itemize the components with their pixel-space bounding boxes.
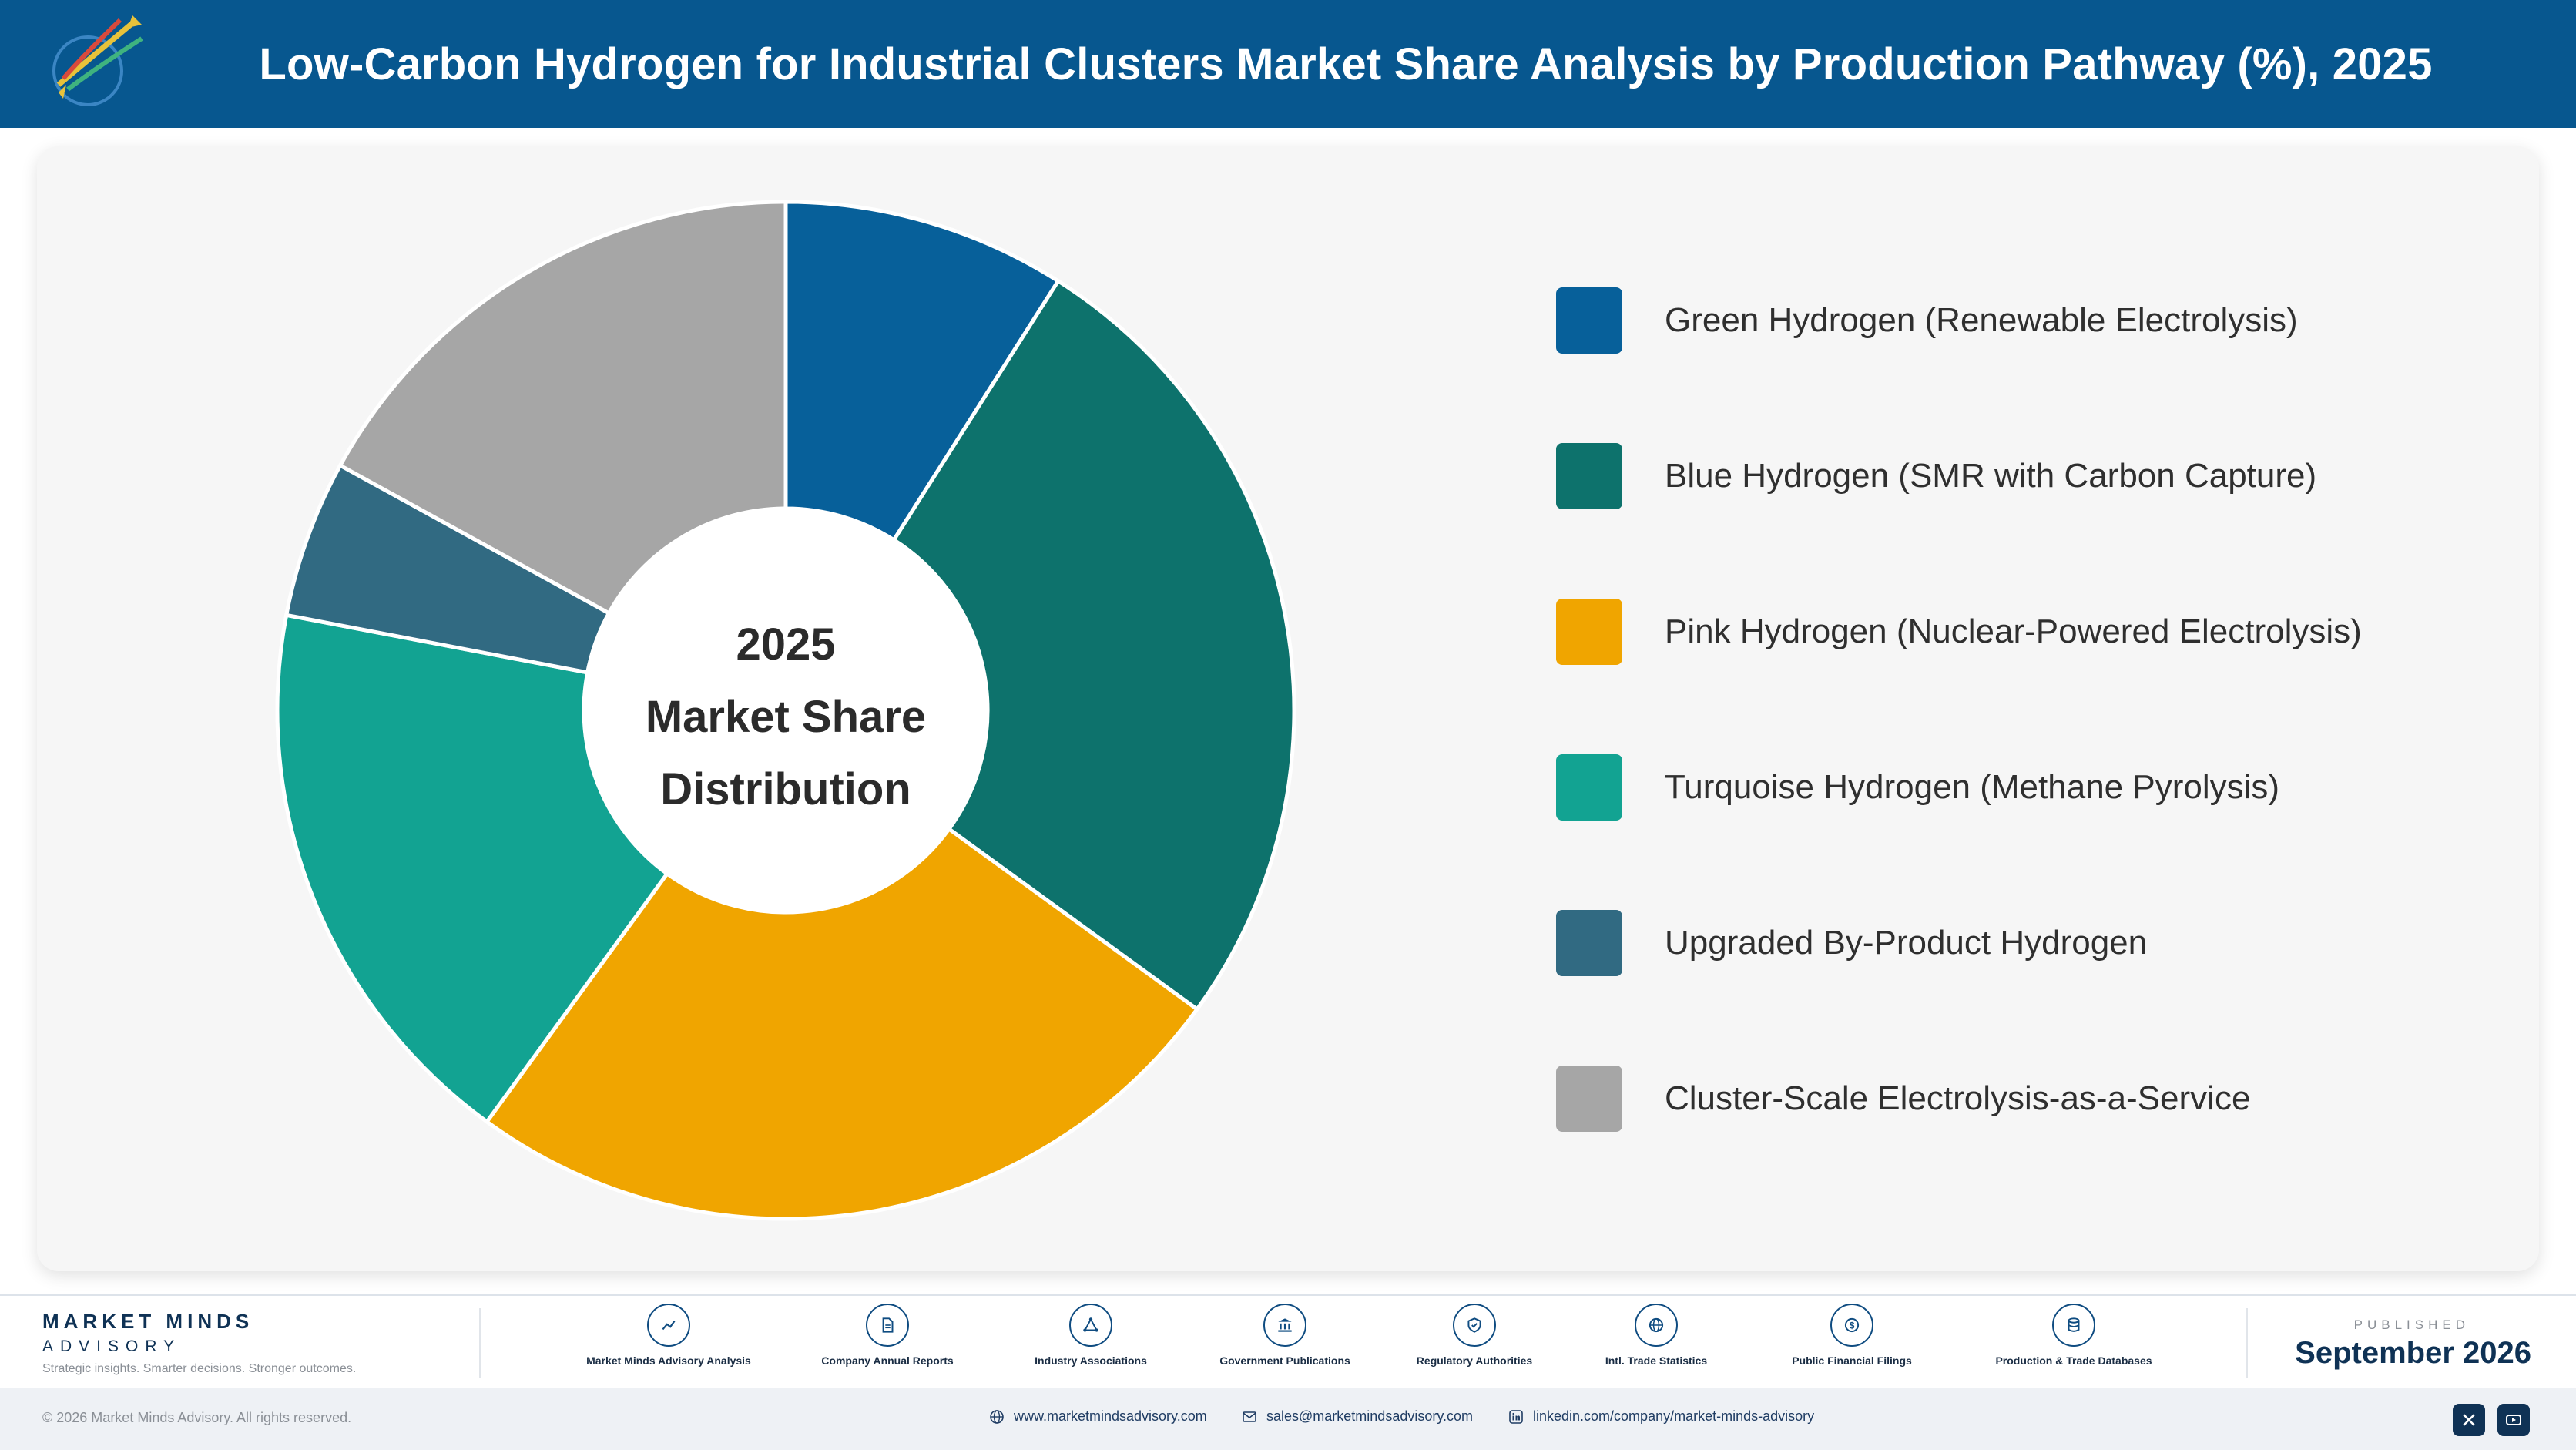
center-label-line3: Distribution (660, 764, 911, 814)
website-text: www.marketmindsadvisory.com (1014, 1408, 1207, 1424)
center-label-line2: Market Share (645, 692, 927, 742)
x-social-button[interactable] (2453, 1404, 2485, 1436)
source-label: Production & Trade Databases (1995, 1354, 2152, 1367)
header-bar: Low-Carbon Hydrogen for Industrial Clust… (0, 0, 2576, 128)
source-icon-badge (1263, 1304, 1306, 1347)
legend-swatch (1556, 754, 1622, 821)
shield-check-icon (1467, 1317, 1481, 1333)
source-item: Regulatory Authorities (1390, 1304, 1559, 1368)
source-label: Government Publications (1219, 1354, 1350, 1367)
government-building-icon (1278, 1318, 1292, 1332)
donut-center-label: 2025 Market Share Distribution (593, 609, 978, 826)
email-link[interactable]: sales@marketmindsadvisory.com (1242, 1408, 1473, 1425)
published-kicker: PUBLISHED (2353, 1317, 2470, 1332)
document-icon (882, 1317, 894, 1333)
linkedin-icon (1509, 1409, 1523, 1424)
footer: MARKET MINDS ADVISORY Strategic insights… (0, 1294, 2576, 1388)
source-label: Public Financial Filings (1792, 1354, 1912, 1367)
chart-line-icon (662, 1320, 676, 1331)
source-icon-badge (866, 1304, 909, 1347)
center-label-year: 2025 (736, 619, 836, 670)
company-logo-icon (52, 15, 143, 106)
chart-title: Low-Carbon Hydrogen for Industrial Clust… (259, 39, 2433, 89)
linkedin-text: linkedin.com/company/market-minds-adviso… (1533, 1408, 1815, 1424)
source-label: Industry Associations (1035, 1354, 1147, 1367)
source-icon-badge (2052, 1304, 2095, 1347)
source-item: Market Minds Advisory Analysis (584, 1304, 753, 1368)
legend-label: Green Hydrogen (Renewable Electrolysis) (1665, 301, 2298, 339)
youtube-icon (2506, 1415, 2521, 1425)
bottom-bar: © 2026 Market Minds Advisory. All rights… (0, 1388, 2576, 1450)
email-text: sales@marketmindsadvisory.com (1266, 1408, 1474, 1424)
source-item: $ Public Financial Filings (1767, 1304, 1937, 1368)
legend-swatch (1556, 443, 1622, 509)
source-item: Government Publications (1200, 1304, 1370, 1368)
source-icon-badge (647, 1304, 690, 1347)
source-label: Regulatory Authorities (1416, 1354, 1533, 1367)
youtube-social-button[interactable] (2497, 1404, 2530, 1436)
globe-icon (1649, 1317, 1664, 1333)
brand-tagline: Strategic insights. Smarter decisions. S… (42, 1362, 357, 1375)
globe-icon (990, 1409, 1004, 1424)
network-icon (1083, 1317, 1098, 1332)
source-icon-badge (1635, 1304, 1678, 1347)
svg-text:$: $ (1850, 1320, 1855, 1331)
source-icon-badge (1069, 1304, 1112, 1347)
source-item: Company Annual Reports (803, 1304, 972, 1368)
legend-item: Cluster-Scale Electrolysis-as-a-Service (1556, 1065, 2250, 1133)
brand-subtitle: ADVISORY (42, 1338, 182, 1355)
legend-swatch (1556, 599, 1622, 665)
linkedin-link[interactable]: linkedin.com/company/market-minds-adviso… (1508, 1408, 1814, 1425)
brand-name: MARKET MINDS (42, 1310, 254, 1333)
legend-label: Blue Hydrogen (SMR with Carbon Capture) (1665, 457, 2317, 495)
database-icon (2068, 1317, 2080, 1332)
source-label: Company Annual Reports (821, 1354, 954, 1367)
legend-item: Upgraded By-Product Hydrogen (1556, 909, 2147, 977)
footer-divider (479, 1308, 481, 1378)
published-date: September 2026 (2295, 1336, 2531, 1370)
source-item: Production & Trade Databases (1989, 1304, 2158, 1368)
source-icon-badge: $ (1830, 1304, 1873, 1347)
mail-icon (1243, 1411, 1256, 1422)
legend-item: Turquoise Hydrogen (Methane Pyrolysis) (1556, 754, 2279, 821)
copyright-text: © 2026 Market Minds Advisory. All rights… (42, 1410, 352, 1425)
legend-item: Pink Hydrogen (Nuclear-Powered Electroly… (1556, 598, 2362, 666)
footer-divider (2246, 1308, 2248, 1378)
x-logo-icon (2463, 1414, 2475, 1426)
legend-label: Cluster-Scale Electrolysis-as-a-Service (1665, 1079, 2251, 1117)
legend-label: Turquoise Hydrogen (Methane Pyrolysis) (1665, 768, 2280, 806)
legend-swatch (1556, 1066, 1622, 1132)
source-item: Intl. Trade Statistics (1571, 1304, 1741, 1368)
legend-label: Upgraded By-Product Hydrogen (1665, 924, 2148, 962)
legend-item: Blue Hydrogen (SMR with Carbon Capture) (1556, 442, 2316, 510)
source-label: Market Minds Advisory Analysis (586, 1354, 751, 1367)
legend-swatch (1556, 910, 1622, 976)
source-item: Industry Associations (1006, 1304, 1176, 1368)
legend-label: Pink Hydrogen (Nuclear-Powered Electroly… (1665, 613, 2362, 650)
legend-item: Green Hydrogen (Renewable Electrolysis) (1556, 287, 2298, 354)
website-link[interactable]: www.marketmindsadvisory.com (989, 1408, 1207, 1425)
legend-swatch (1556, 287, 1622, 354)
dollar-coin-icon: $ (1844, 1317, 1860, 1333)
source-icon-badge (1453, 1304, 1496, 1347)
source-label: Intl. Trade Statistics (1605, 1354, 1708, 1367)
